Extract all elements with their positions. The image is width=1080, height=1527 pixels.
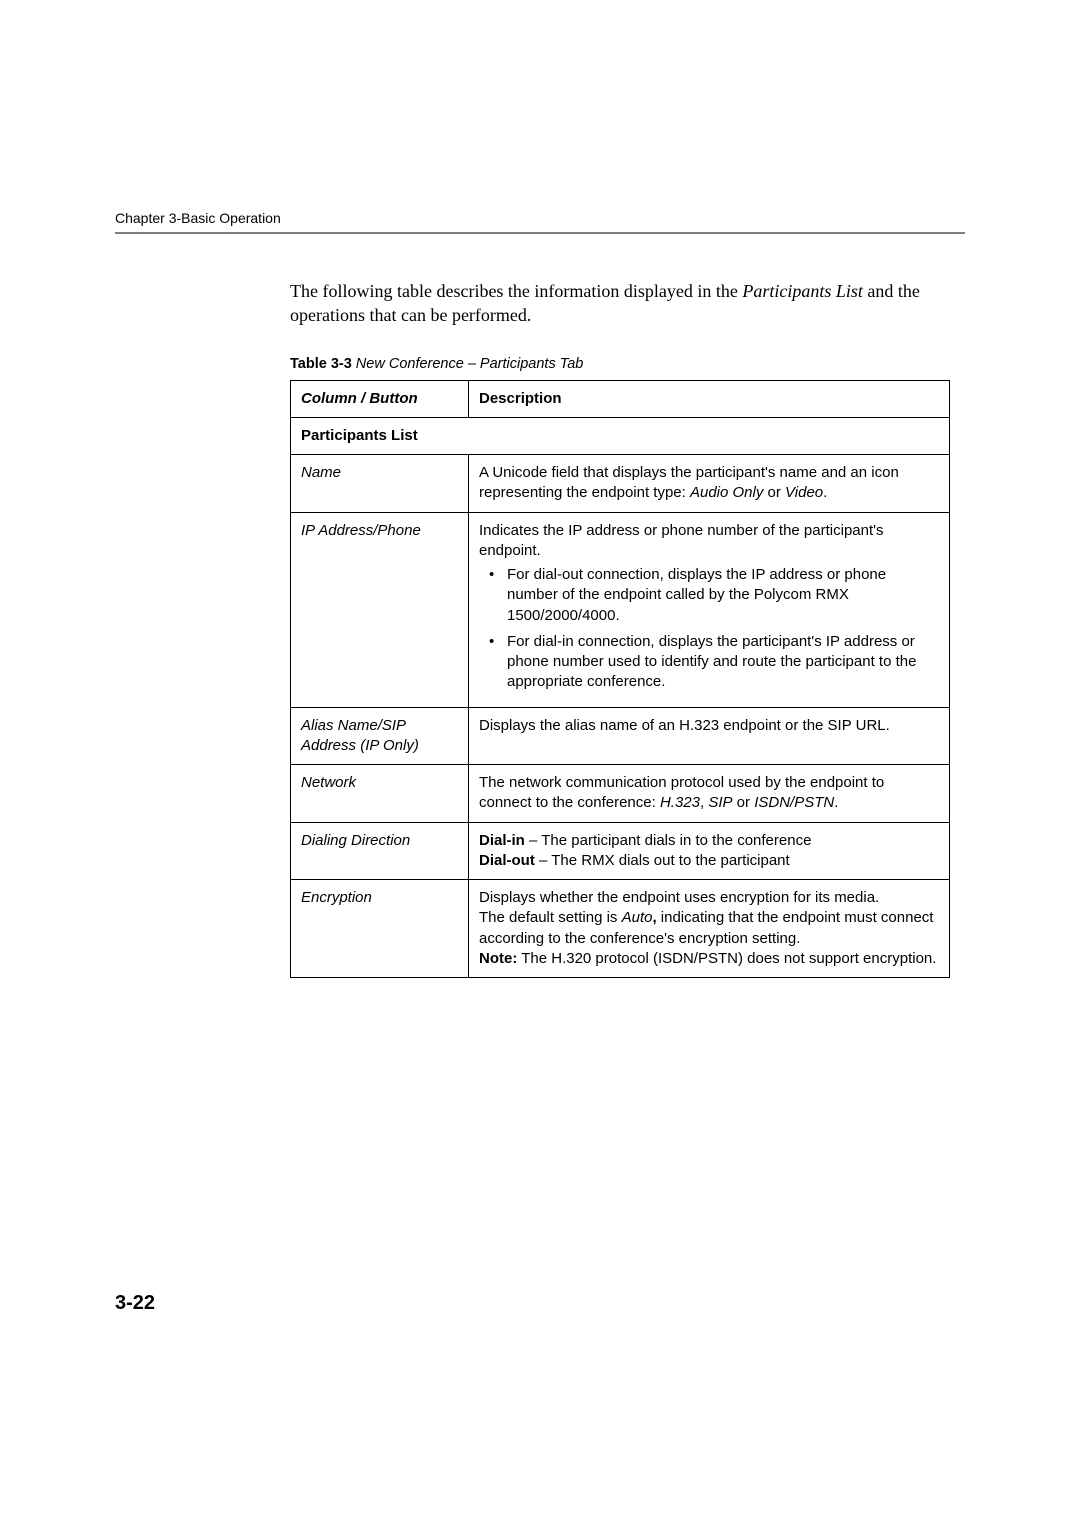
header-col2: Description [469,380,950,417]
enc-p2: The default setting is Auto, indicating … [479,908,939,949]
row-network-desc: The network communication protocol used … [469,765,950,823]
table-row: Encryption Displays whether the endpoint… [291,880,950,978]
row-name-desc: A Unicode field that displays the partic… [469,455,950,513]
table-caption: Table 3-3 New Conference – Participants … [290,356,965,372]
row-ip-label: IP Address/Phone [291,512,469,707]
table-row: Alias Name/SIP Address (IP Only) Display… [291,707,950,765]
table-row: Network The network communication protoc… [291,765,950,823]
table-row: Name A Unicode field that displays the p… [291,455,950,513]
name-desc-i2: Video [785,484,823,501]
dialing-b1: Dial-in [479,832,525,849]
dialing-line1: Dial-in – The participant dials in to th… [479,831,939,851]
row-alias-label: Alias Name/SIP Address (IP Only) [291,707,469,765]
caption-bold: Table 3-3 [290,356,352,372]
enc-p3-rest: The H.320 protocol (ISDN/PSTN) does not … [517,950,936,967]
name-desc-i1: Audio Only [690,484,763,501]
net-post: . [834,794,838,811]
enc-p2-pre: The default setting is [479,909,622,926]
section-label: Participants List [291,417,950,454]
enc-p2-i: Auto [622,909,653,926]
header-col1: Column / Button [291,380,469,417]
ip-bullet2: For dial-in connection, displays the par… [479,632,939,693]
table-row: IP Address/Phone Indicates the IP addres… [291,512,950,707]
row-dialing-desc: Dial-in – The participant dials in to th… [469,822,950,880]
ip-bullet1: For dial-out connection, displays the IP… [479,565,939,626]
chapter-header: Chapter 3-Basic Operation [115,210,965,226]
intro-italic: Participants List [742,281,863,301]
page-number: 3-22 [115,1292,155,1315]
name-desc-post: . [823,484,827,501]
row-alias-desc: Displays the alias name of an H.323 endp… [469,707,950,765]
enc-p3: Note: The H.320 protocol (ISDN/PSTN) doe… [479,949,939,969]
dialing-line2: Dial-out – The RMX dials out to the part… [479,851,939,871]
intro-text-1: The following table describes the inform… [290,281,742,301]
ip-intro: Indicates the IP address or phone number… [479,521,939,562]
net-i2: SIP [708,794,732,811]
row-name-label: Name [291,455,469,513]
row-encryption-desc: Displays whether the endpoint uses encry… [469,880,950,978]
enc-p1: Displays whether the endpoint uses encry… [479,888,939,908]
caption-rest: New Conference – Participants Tab [352,356,584,372]
dialing-t2: – The RMX dials out to the participant [535,852,790,869]
table-row: Dialing Direction Dial-in – The particip… [291,822,950,880]
header-rule [115,232,965,234]
section-row: Participants List [291,417,950,454]
row-ip-desc: Indicates the IP address or phone number… [469,512,950,707]
net-mid2: or [733,794,755,811]
intro-paragraph: The following table describes the inform… [290,279,965,328]
dialing-b2: Dial-out [479,852,535,869]
row-dialing-label: Dialing Direction [291,822,469,880]
row-network-label: Network [291,765,469,823]
row-encryption-label: Encryption [291,880,469,978]
table-header-row: Column / Button Description [291,380,950,417]
name-desc-pre: A Unicode field that displays the partic… [479,464,899,501]
enc-p3-b: Note: [479,950,517,967]
name-desc-mid: or [763,484,785,501]
ip-bullets: For dial-out connection, displays the IP… [479,565,939,693]
dialing-t1: – The participant dials in to the confer… [525,832,812,849]
participants-table: Column / Button Description Participants… [290,380,950,979]
net-i3: ISDN/PSTN [754,794,834,811]
net-i1: H.323 [660,794,700,811]
